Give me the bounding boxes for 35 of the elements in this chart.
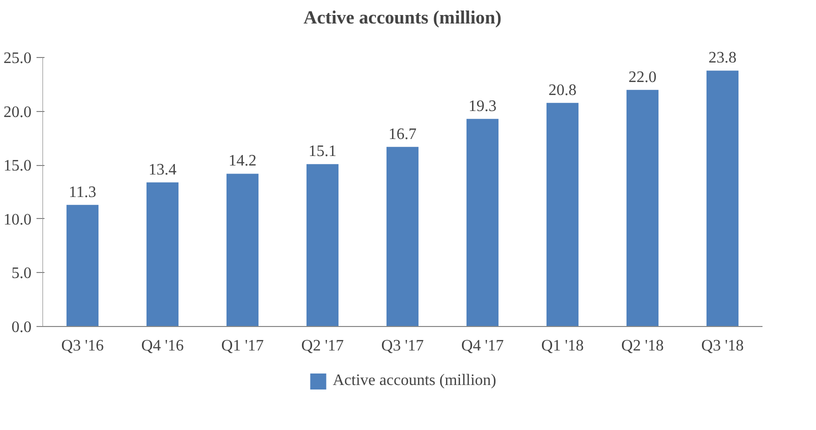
y-tick-label: 10.0 [4, 211, 32, 228]
data-label: 13.4 [148, 161, 176, 178]
bar [706, 70, 738, 326]
bar [306, 164, 338, 326]
x-tick-label: Q1 '17 [221, 337, 264, 354]
legend-label: Active accounts (million) [332, 372, 496, 390]
x-tick-label: Q4 '16 [141, 337, 184, 354]
bar [546, 102, 578, 326]
x-tick-label: Q3 '16 [61, 337, 104, 354]
bar [146, 182, 178, 326]
data-label: 11.3 [68, 184, 96, 201]
y-tick-label: 20.0 [4, 104, 32, 121]
data-label: 20.8 [548, 82, 576, 99]
bar [626, 90, 658, 326]
bar [386, 146, 418, 326]
y-tick-label: 5.0 [12, 265, 32, 282]
chart-title: Active accounts (million) [304, 8, 502, 28]
data-label: 14.2 [228, 152, 256, 170]
data-label: 23.8 [708, 50, 736, 67]
x-tick-label: Q2 '18 [621, 337, 664, 354]
y-tick-label: 25.0 [4, 50, 32, 68]
x-tick-label: Q2 '17 [301, 337, 344, 354]
x-tick-label: Q1 '18 [541, 337, 584, 354]
x-tick-label: Q4 '17 [461, 337, 504, 354]
x-tick-label: Q3 '17 [381, 337, 424, 354]
y-tick-label: 15.0 [4, 158, 32, 175]
bar [66, 204, 98, 326]
data-label: 22.0 [628, 68, 656, 86]
bar [226, 174, 258, 326]
bar [466, 118, 498, 326]
y-tick-label: 0.0 [12, 318, 32, 336]
x-tick-label: Q3 '18 [701, 337, 744, 354]
data-label: 16.7 [388, 126, 416, 143]
data-label: 15.1 [308, 143, 336, 160]
data-label: 19.3 [468, 98, 496, 115]
